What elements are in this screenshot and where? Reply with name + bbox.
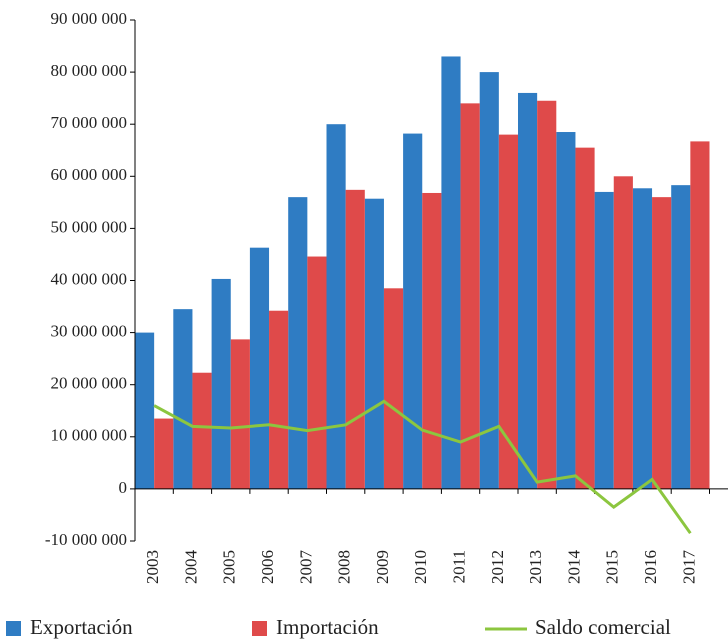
legend-swatch — [252, 621, 267, 636]
x-tick-label: 2017 — [679, 550, 698, 585]
bar — [594, 191, 614, 489]
y-tick-label: 0 — [119, 478, 128, 497]
y-tick-label: 90 000 000 — [51, 9, 128, 28]
x-tick-label: 2009 — [373, 550, 392, 584]
y-tick-label: 80 000 000 — [51, 61, 128, 80]
bar — [460, 103, 480, 489]
bar — [613, 176, 633, 489]
bar — [422, 192, 442, 489]
x-tick-label: 2003 — [143, 550, 162, 584]
bar — [403, 133, 423, 489]
bar — [479, 72, 499, 489]
legend-swatch — [6, 621, 21, 636]
x-tick-label: 2006 — [258, 550, 277, 584]
x-tick-label: 2007 — [296, 550, 315, 585]
bar — [345, 189, 365, 489]
bar — [173, 309, 193, 489]
line-series — [153, 399, 692, 535]
bar — [192, 372, 212, 489]
bar — [518, 92, 538, 489]
x-tick-label: 2005 — [220, 550, 239, 584]
bar — [135, 332, 155, 489]
bar — [288, 197, 308, 489]
x-tick-label: 2004 — [181, 550, 200, 585]
y-tick-label: 10 000 000 — [51, 426, 128, 445]
legend-label: Saldo comercial — [535, 615, 671, 639]
bar — [652, 197, 672, 489]
y-tick-label: -10 000 000 — [45, 530, 127, 549]
y-tick-label: 50 000 000 — [51, 217, 128, 236]
x-tick-label: 2012 — [488, 550, 507, 584]
bar — [671, 185, 691, 489]
bar — [326, 124, 346, 489]
x-tick-label: 2013 — [526, 550, 545, 584]
y-tick-label: 40 000 000 — [51, 269, 128, 288]
bar — [441, 56, 461, 489]
bar — [307, 256, 327, 489]
bar — [269, 310, 289, 489]
bar — [575, 147, 595, 489]
x-tick-label: 2011 — [449, 550, 468, 583]
x-tick-label: 2008 — [335, 550, 354, 584]
legend-label: Exportación — [30, 615, 133, 639]
bar — [383, 288, 404, 489]
y-tick-label: 60 000 000 — [51, 165, 128, 184]
x-tick-label: 2016 — [641, 550, 660, 584]
y-tick-label: 20 000 000 — [51, 374, 128, 393]
x-tick-label: 2014 — [564, 550, 583, 585]
bar — [230, 339, 250, 489]
x-tick-label: 2010 — [411, 550, 430, 584]
y-tick-label: 70 000 000 — [51, 113, 128, 132]
bar — [364, 198, 384, 489]
y-tick-label: 30 000 000 — [51, 322, 128, 341]
bar — [632, 188, 653, 489]
bar — [498, 134, 518, 489]
bar — [249, 247, 270, 489]
bar — [556, 132, 576, 489]
x-tick-label: 2015 — [603, 550, 622, 584]
bar — [690, 141, 710, 489]
bar — [154, 418, 174, 489]
bar — [211, 278, 231, 489]
legend-label: Importación — [276, 615, 379, 639]
bar — [537, 100, 557, 489]
